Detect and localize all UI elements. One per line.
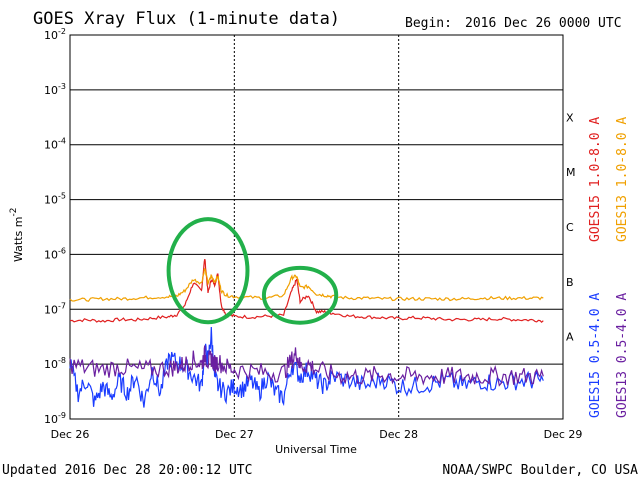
y-tick-label: 10-2 (44, 27, 66, 42)
y-tick-label: 10-9 (44, 411, 66, 426)
updated-text: Updated 2016 Dec 28 20:00:12 UTC (2, 463, 252, 478)
x-tick-label: Dec 27 (215, 428, 254, 441)
grid (70, 34, 563, 420)
flare-class-labels: X M C B A (566, 111, 576, 343)
y-tick-label: 10-7 (44, 301, 66, 316)
legend-entry: GOES13 1.0-8.0 A (615, 117, 630, 242)
flare-class-label: X (566, 111, 574, 124)
begin-label: Begin: (405, 16, 452, 31)
legend: GOES15 1.0-8.0 A GOES13 1.0-8.0 A GOES15 0… (588, 117, 630, 418)
flare-class-label: M (566, 166, 576, 179)
x-axis-ticks: Dec 26 Dec 27 Dec 28 Dec 29 (51, 428, 583, 441)
y-axis-label-text: Watts m (12, 217, 25, 262)
y-tick-label: 10-8 (44, 356, 66, 371)
highlight-annotations (166, 217, 339, 325)
x-axis-label: Universal Time (275, 443, 357, 456)
plot-area (69, 34, 564, 420)
legend-entry: GOES15 0.5-4.0 A (588, 293, 603, 418)
y-axis-label-exponent: -2 (9, 208, 19, 217)
flare-class-label: C (566, 221, 574, 234)
y-tick-label: 10-3 (44, 82, 66, 97)
x-tick-label: Dec 26 (51, 428, 90, 441)
highlight-ellipse (261, 265, 339, 325)
x-tick-label: Dec 28 (379, 428, 418, 441)
credit-text: NOAA/SWPC Boulder, CO USA (442, 463, 638, 478)
plot-border (69, 34, 564, 420)
svg-text:Watts m-2: Watts m-2 (9, 208, 25, 262)
highlight-ellipse (166, 217, 250, 325)
begin-value: 2016 Dec 26 0000 UTC (465, 16, 622, 31)
y-tick-label: 10-5 (44, 192, 66, 207)
y-tick-label: 10-4 (44, 137, 66, 152)
y-tick-label: 10-6 (44, 246, 66, 261)
y-axis-label: Watts m-2 (9, 208, 25, 262)
flare-class-label: A (566, 331, 574, 344)
series-line-goes15-0-5-4-0-a (69, 326, 544, 408)
flare-class-label: B (566, 276, 574, 289)
y-axis-ticks: 10-2 10-3 10-4 10-5 10-6 10-7 10-8 10-9 (44, 27, 66, 426)
chart-title: GOES Xray Flux (1-minute data) (33, 9, 340, 29)
legend-entry: GOES13 0.5-4.0 A (615, 293, 630, 418)
series-lines (69, 258, 544, 408)
series-line-goes13-0-5-4-0-a (69, 345, 544, 387)
legend-entry: GOES15 1.0-8.0 A (588, 117, 603, 242)
x-tick-label: Dec 29 (544, 428, 583, 441)
